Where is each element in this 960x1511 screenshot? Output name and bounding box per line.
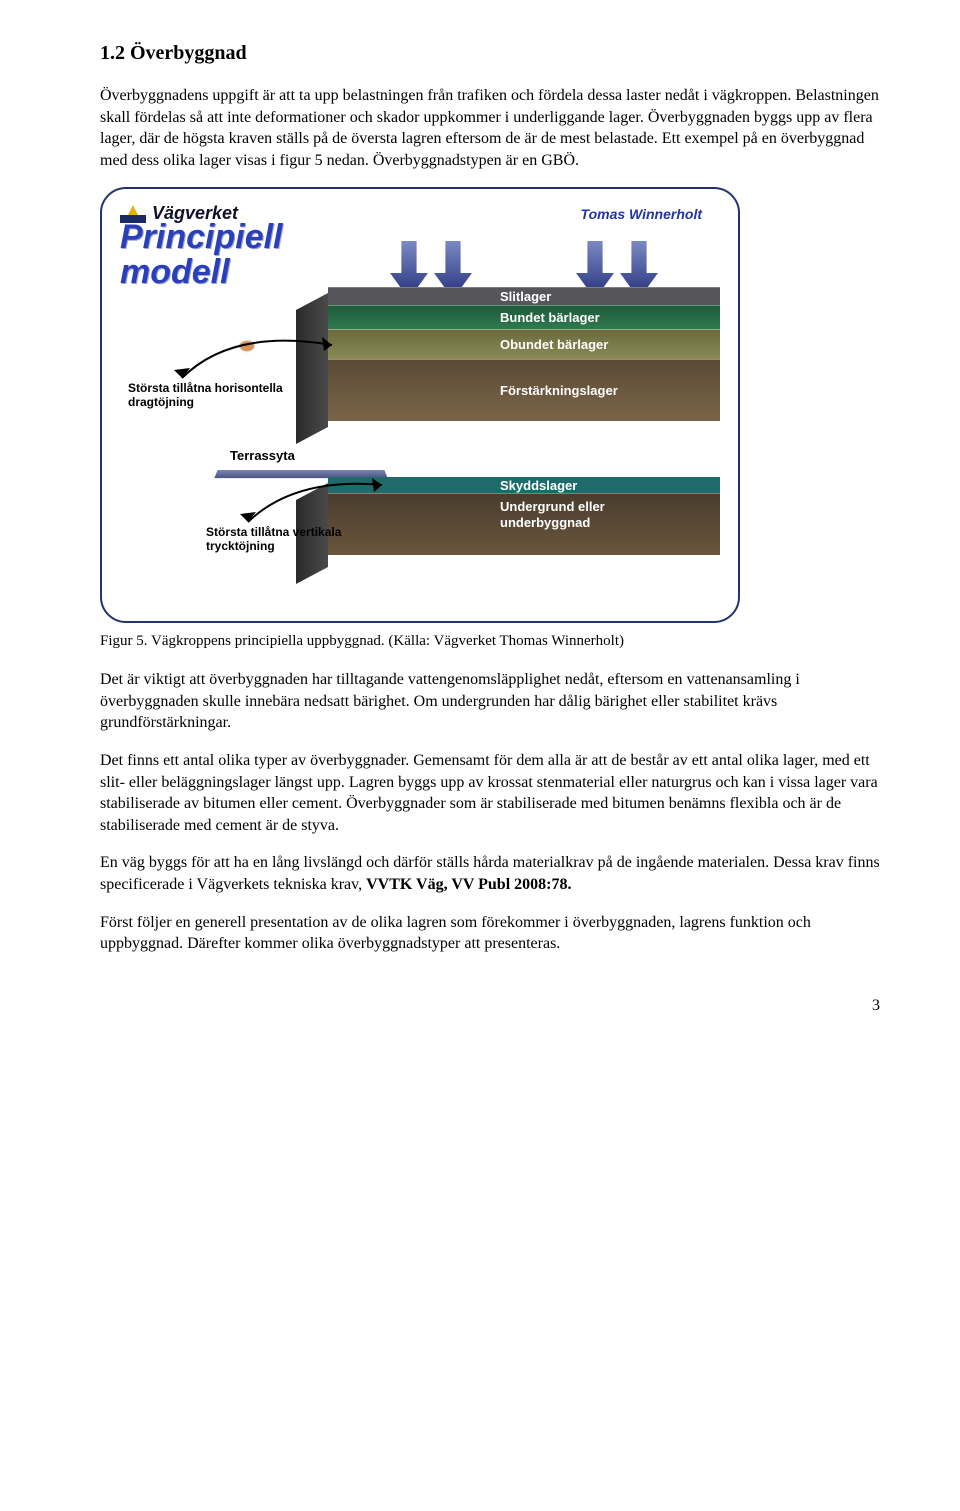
arc-arrow-icon [172,333,342,383]
annot-vert-l1: Största tillåtna vertikala [206,525,341,539]
body-para-3: En väg byggs för att ha en lång livsläng… [100,852,880,895]
layer-label-forst: Förstärkningslager [500,382,618,400]
page-number: 3 [100,995,880,1017]
annot-vert-l2: trycktöjning [206,539,275,553]
annot-horiz-l1: Största tillåtna horisontella [128,381,283,395]
body-para-1: Det är viktigt att överbyggnaden har til… [100,669,880,734]
diagram-upper: Slitlager Bundet bärlager Obundet bärlag… [120,241,720,421]
layer-label-under-l2: underbyggnad [500,514,590,532]
layer-slit: Slitlager [328,287,720,305]
body-para-3-bold: VVTK Väg, VV Publ 2008:78. [366,876,571,893]
annot-vertical: Största tillåtna vertikala trycktöjning [206,525,376,554]
layer-forst: Förstärkningslager [328,359,720,421]
intro-paragraph: Överbyggnadens uppgift är att ta upp bel… [100,85,880,171]
annot-terrass: Terrassyta [230,447,295,465]
annot-horiz-l2: dragtöjning [128,395,194,409]
layer-label-skydd: Skyddslager [500,477,577,493]
layer-label-obund: Obundet bärlager [500,336,608,354]
figure-author: Tomas Winnerholt [581,205,702,224]
body-para-2: Det finns ett antal olika typer av överb… [100,750,880,836]
layer-label-under-l1: Undergrund eller [500,498,605,516]
layer-bund: Bundet bärlager [328,305,720,329]
diagram-lower: Terrassyta Skyddslager Undergrund eller … [120,447,720,587]
arc-arrow-icon [240,477,390,532]
layer-label-bund: Bundet bärlager [500,309,600,327]
figure-5: Vägverket Tomas Winnerholt Principiell m… [100,187,880,623]
layer-obund: Obundet bärlager [328,329,720,359]
figure-caption: Figur 5. Vägkroppens principiella uppbyg… [100,631,880,651]
annot-horizontal: Största tillåtna horisontella dragtöjnin… [128,381,298,410]
section-heading: 1.2 Överbyggnad [100,40,880,67]
figure-card: Vägverket Tomas Winnerholt Principiell m… [100,187,740,623]
body-para-4: Först följer en generell presentation av… [100,912,880,955]
layer-label-slit: Slitlager [500,288,551,305]
